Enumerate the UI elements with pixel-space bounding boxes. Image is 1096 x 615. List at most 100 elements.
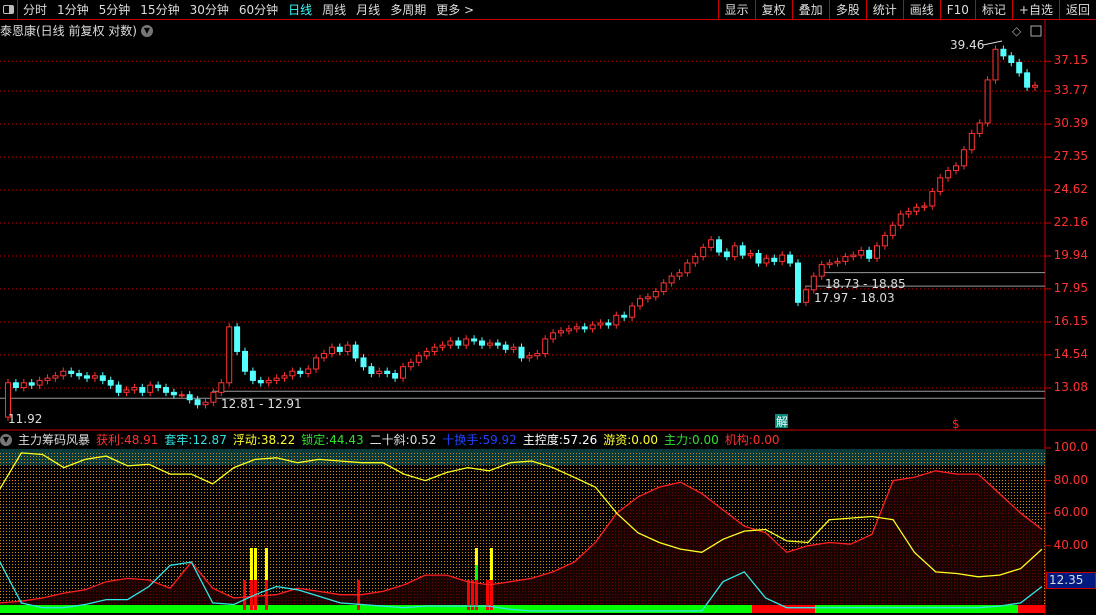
candle (929, 187, 936, 210)
candle (644, 293, 651, 303)
candle (842, 252, 849, 266)
unlock-marker: 解 (776, 415, 788, 429)
low-price-label: 11.92 (8, 412, 42, 426)
period-tab[interactable]: 更多 > (436, 3, 475, 17)
candle (91, 372, 98, 382)
indicator-axis-label: 60.00 (1053, 505, 1088, 520)
signal-bar (471, 580, 474, 610)
candle (400, 362, 406, 382)
price-axis-label: 16.15 (1053, 314, 1088, 328)
candle (700, 243, 707, 261)
candle (265, 376, 272, 387)
candle (526, 352, 533, 362)
period-tab[interactable]: 月线 (356, 3, 381, 17)
indicator-axis-label: 100.0 (1053, 440, 1088, 454)
bottom-green-bar (0, 605, 1045, 613)
candle (905, 207, 912, 218)
toolbar-button[interactable]: 多股 (828, 0, 866, 20)
candle (471, 335, 478, 345)
field-label: 二十斜: (369, 433, 410, 447)
price-axis-label: 24.62 (1053, 182, 1088, 197)
toolbar-button[interactable]: F10 (939, 0, 975, 20)
candle (44, 374, 51, 385)
candle (257, 376, 264, 387)
candle (60, 367, 67, 380)
toolbar-button[interactable]: 叠加 (791, 0, 829, 20)
candle (621, 311, 628, 321)
field-label: 主力: (663, 433, 693, 447)
candle (510, 343, 517, 354)
indicator-menu-icon[interactable]: ▼ (0, 433, 12, 446)
candle (486, 339, 493, 349)
toolbar-button[interactable]: 显示 (717, 0, 755, 20)
candle (945, 166, 952, 182)
candle (147, 381, 154, 397)
candle (573, 323, 580, 333)
toolbar-button[interactable]: 标记 (974, 0, 1012, 20)
period-tab[interactable]: 60分钟 (238, 3, 279, 17)
period-tab[interactable]: 15分钟 (140, 3, 180, 17)
candle (613, 311, 620, 329)
toolbar-button[interactable]: 统计 (865, 0, 903, 20)
toolbar-button[interactable]: +自选 (1011, 0, 1059, 20)
candle (779, 251, 786, 266)
indicator-field: 二十斜:0.52 (370, 431, 437, 448)
candle (234, 323, 241, 356)
candle (376, 367, 383, 378)
candle (668, 272, 675, 287)
candle (739, 242, 746, 259)
period-tab[interactable]: 5分钟 (98, 3, 131, 17)
indicator-name: 主力筹码风暴 (18, 433, 91, 447)
toolbar-button[interactable]: 复权 (754, 0, 792, 20)
candle (550, 329, 557, 343)
field-label: 浮动: (232, 433, 261, 447)
candle (731, 242, 738, 261)
field-value: 59.92 (482, 433, 517, 447)
period-tab[interactable]: 1分钟 (57, 3, 89, 17)
candle (960, 146, 967, 170)
period-tab[interactable]: 日线 (288, 3, 313, 17)
candle (202, 398, 209, 409)
candle (723, 248, 730, 261)
candle (1024, 69, 1031, 91)
candle (226, 323, 233, 387)
candle (494, 339, 501, 349)
candle (249, 367, 256, 385)
candle (953, 162, 959, 175)
candle (139, 383, 146, 397)
stock-title: 泰恩康(日线 前复权 对数) (0, 24, 137, 38)
candle (392, 369, 399, 382)
candle (360, 354, 367, 371)
candle (305, 365, 312, 378)
candle (242, 347, 248, 376)
field-value: 0.00 (631, 433, 658, 447)
period-tab[interactable]: 30分钟 (189, 3, 229, 17)
candle (558, 327, 564, 337)
period-tab[interactable]: 分时 (23, 3, 48, 17)
candle (565, 325, 572, 335)
indicator-field: 十换手:59.92 (442, 431, 516, 448)
chevron-down-icon[interactable]: ▼ (141, 24, 153, 37)
chip-range-label: 18.73 - 18.85 (825, 277, 906, 291)
candle (407, 358, 414, 371)
current-value-badge: 12.35 (1046, 572, 1096, 589)
candle (273, 374, 280, 385)
signal-bar (243, 580, 246, 610)
layout-toggle-icon[interactable] (0, 0, 18, 20)
candle (763, 254, 770, 267)
candle (479, 337, 485, 349)
period-tab[interactable]: 多周期 (390, 3, 427, 17)
candle (1008, 52, 1015, 67)
yellow-line (0, 452, 1043, 578)
indicator-field: 套牢:12.87 (164, 431, 226, 448)
candle (881, 231, 888, 250)
toolbar-button[interactable]: 画线 (902, 0, 940, 20)
toolbar-button[interactable]: 返回 (1058, 0, 1096, 20)
signal-bar (265, 548, 268, 580)
period-tab[interactable]: 周线 (322, 3, 347, 17)
candle (344, 341, 351, 356)
indicator-axis-label: 80.00 (1053, 472, 1088, 487)
candle (123, 386, 130, 397)
signal-bar (475, 580, 478, 610)
